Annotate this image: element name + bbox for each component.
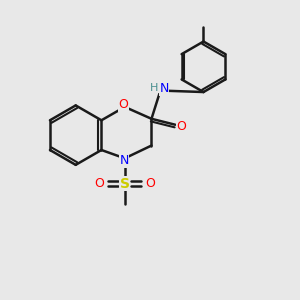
Text: O: O xyxy=(94,177,104,190)
Text: N: N xyxy=(119,154,129,167)
Text: O: O xyxy=(118,98,128,111)
Text: O: O xyxy=(145,177,155,190)
Text: H: H xyxy=(150,82,158,93)
Text: O: O xyxy=(176,120,186,133)
Text: S: S xyxy=(120,177,130,190)
Text: N: N xyxy=(159,82,169,95)
